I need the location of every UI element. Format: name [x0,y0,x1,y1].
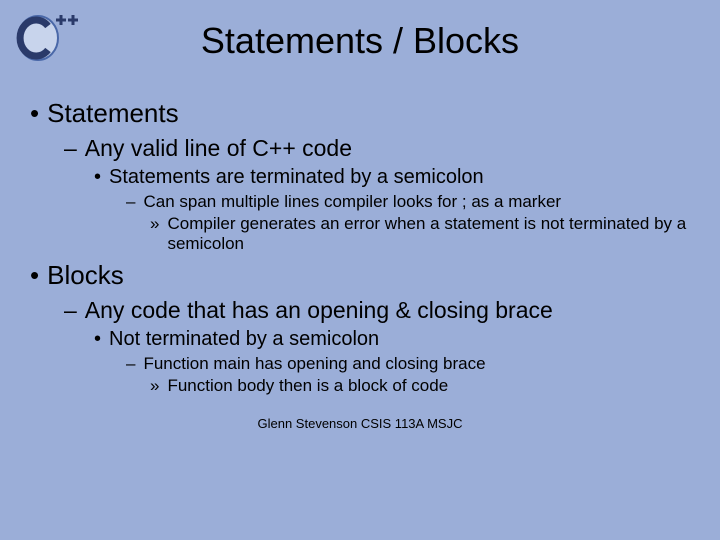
bullet-text: Function main has opening and closing br… [143,354,485,374]
bullet-marker: – [126,354,135,374]
slide-body: • Statements – Any valid line of C++ cod… [0,98,720,396]
cpp-logo-icon [10,8,80,63]
bullet-text: Blocks [47,260,124,291]
bullet-text: Not terminated by a semicolon [109,328,379,351]
bullet-l2: – Any valid line of C++ code [30,135,690,162]
bullet-l5: » Compiler generates an error when a sta… [30,214,690,254]
bullet-marker: • [30,98,39,129]
bullet-l4: – Can span multiple lines compiler looks… [30,192,690,212]
bullet-text: Any valid line of C++ code [85,135,352,162]
slide-title: Statements / Blocks [0,0,720,92]
bullet-l1: • Blocks [30,260,690,291]
bullet-l3: • Statements are terminated by a semicol… [30,166,690,189]
bullet-marker: – [64,297,77,324]
bullet-marker: – [64,135,77,162]
bullet-l5: » Function body then is a block of code [30,376,690,396]
bullet-marker: » [150,214,159,234]
bullet-l2: – Any code that has an opening & closing… [30,297,690,324]
bullet-marker: – [126,192,135,212]
bullet-marker: • [94,328,101,351]
bullet-l3: • Not terminated by a semicolon [30,328,690,351]
bullet-text: Statements are terminated by a semicolon [109,166,484,189]
bullet-l1: • Statements [30,98,690,129]
bullet-marker: • [94,166,101,189]
bullet-marker: » [150,376,159,396]
bullet-l4: – Function main has opening and closing … [30,354,690,374]
slide-footer: Glenn Stevenson CSIS 113A MSJC [0,416,720,431]
bullet-text: Can span multiple lines compiler looks f… [143,192,561,212]
bullet-text: Compiler generates an error when a state… [167,214,690,254]
bullet-marker: • [30,260,39,291]
bullet-text: Function body then is a block of code [167,376,448,396]
bullet-text: Any code that has an opening & closing b… [85,297,553,324]
bullet-text: Statements [47,98,179,129]
